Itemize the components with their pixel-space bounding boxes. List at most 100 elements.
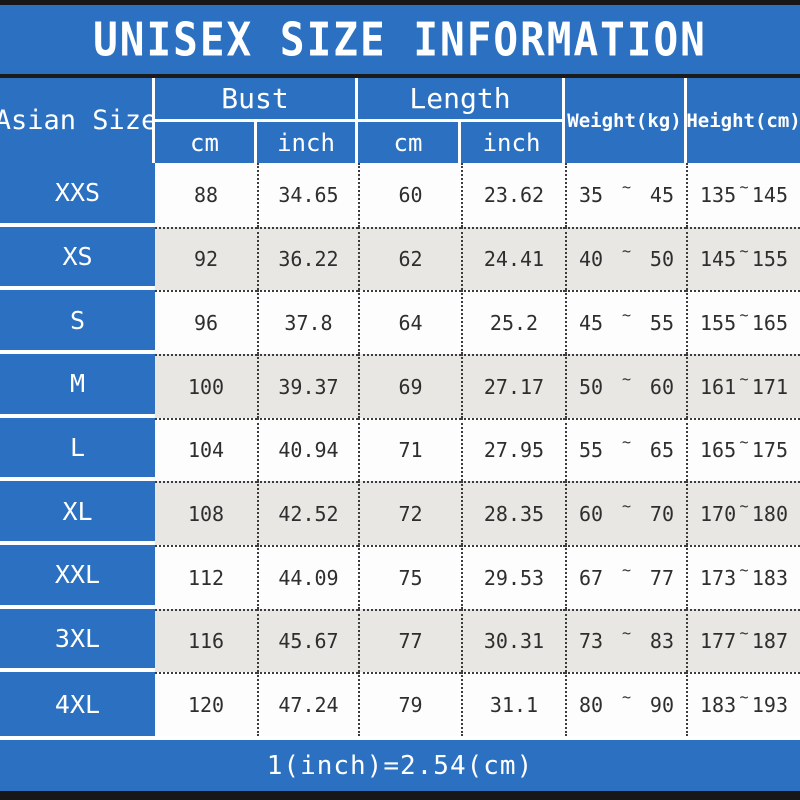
length-inch-cell: 27.95 bbox=[461, 417, 565, 482]
length-inch-cell: 27.17 bbox=[461, 354, 565, 418]
length-inch-cell: 24.41 bbox=[461, 226, 565, 291]
tilde-separator: ~ bbox=[739, 560, 749, 579]
table-row: 3XL 116 45.67 77 30.31 73 ~83 177 ~187 bbox=[0, 608, 800, 673]
height-range-cell-min: 161 bbox=[700, 374, 737, 399]
size-label: XS bbox=[0, 226, 155, 291]
tilde-separator: ~ bbox=[739, 624, 749, 643]
table-body: XXS 88 34.65 60 23.62 35 ~45 135 ~145 XS 92 36.22 62… bbox=[0, 163, 800, 736]
tilde-separator: ~ bbox=[621, 624, 632, 643]
tilde-separator: ~ bbox=[739, 242, 749, 261]
length-cm-cell: 72 bbox=[358, 481, 461, 545]
bust-inch-cell: 36.22 bbox=[257, 226, 358, 291]
size-label: M bbox=[0, 354, 155, 418]
height-range-cell: 161 ~171 bbox=[686, 354, 800, 418]
height-range-cell-max: 145 bbox=[751, 182, 788, 207]
weight-range-cell-min: 50 bbox=[579, 374, 604, 399]
weight-range-cell-max: 55 bbox=[649, 311, 674, 336]
header-asian-size: Asian Size bbox=[0, 78, 157, 163]
height-range-cell-min: 170 bbox=[700, 502, 737, 527]
weight-range-cell-max: 70 bbox=[649, 502, 674, 527]
height-range-cell-min: 135 bbox=[700, 182, 737, 207]
weight-range-cell-max: 83 bbox=[649, 629, 674, 654]
length-inch-cell: 25.2 bbox=[461, 290, 565, 354]
height-range-cell-min: 145 bbox=[700, 247, 737, 272]
height-range-cell: 170 ~180 bbox=[686, 481, 800, 545]
tilde-separator: ~ bbox=[621, 369, 632, 388]
height-range-cell-max: 171 bbox=[751, 374, 788, 399]
length-inch-cell: 31.1 bbox=[461, 672, 565, 736]
table-row: XS 92 36.22 62 24.41 40 ~50 145 ~155 bbox=[0, 226, 800, 291]
tilde-separator: ~ bbox=[621, 433, 632, 452]
length-inch-cell: 23.62 bbox=[461, 163, 565, 227]
tilde-separator: ~ bbox=[621, 688, 632, 707]
weight-range-cell-min: 45 bbox=[579, 311, 604, 336]
height-range-cell-min: 173 bbox=[700, 565, 737, 590]
tilde-separator: ~ bbox=[621, 177, 632, 196]
height-range-cell-max: 193 bbox=[751, 693, 788, 718]
weight-range-cell: 80 ~90 bbox=[565, 672, 686, 736]
header-length-inch: inch bbox=[461, 122, 562, 163]
height-range-cell-max: 180 bbox=[751, 502, 788, 527]
bust-cm-cell: 108 bbox=[155, 481, 257, 545]
weight-range-cell-max: 60 bbox=[649, 374, 674, 399]
size-label: XL bbox=[0, 481, 155, 545]
weight-range-cell-max: 50 bbox=[649, 247, 674, 272]
bust-inch-cell: 42.52 bbox=[257, 481, 358, 545]
header-bust: Bust bbox=[155, 78, 355, 119]
height-range-cell-min: 177 bbox=[700, 629, 737, 654]
length-cm-cell: 71 bbox=[358, 417, 461, 482]
bust-cm-cell: 92 bbox=[155, 226, 257, 291]
header-weight: Weight(kg) bbox=[565, 78, 684, 163]
page-title: UNISEX SIZE INFORMATION bbox=[93, 12, 707, 67]
tilde-separator: ~ bbox=[621, 242, 632, 261]
bust-inch-cell: 40.94 bbox=[257, 417, 358, 482]
height-range-cell-min: 165 bbox=[700, 438, 737, 463]
length-cm-cell: 79 bbox=[358, 672, 461, 736]
height-range-cell: 145 ~155 bbox=[686, 226, 800, 291]
length-inch-cell: 28.35 bbox=[461, 481, 565, 545]
weight-range-cell-max: 45 bbox=[649, 182, 674, 207]
height-range-cell: 135 ~145 bbox=[686, 163, 800, 227]
weight-range-cell: 67 ~77 bbox=[565, 545, 686, 609]
bust-cm-cell: 100 bbox=[155, 354, 257, 418]
top-frame-bar bbox=[0, 0, 800, 5]
height-range-cell-max: 183 bbox=[751, 565, 788, 590]
table-row: L 104 40.94 71 27.95 55 ~65 165 ~175 bbox=[0, 417, 800, 482]
bust-inch-cell: 34.65 bbox=[257, 163, 358, 227]
height-range-cell: 173 ~183 bbox=[686, 545, 800, 609]
tilde-separator: ~ bbox=[621, 306, 632, 325]
title-band: UNISEX SIZE INFORMATION bbox=[0, 5, 800, 74]
bust-inch-cell: 39.37 bbox=[257, 354, 358, 418]
header-length-cm: cm bbox=[358, 122, 458, 163]
weight-range-cell: 73 ~83 bbox=[565, 608, 686, 673]
height-range-cell-max: 155 bbox=[751, 247, 788, 272]
length-cm-cell: 62 bbox=[358, 226, 461, 291]
footer-band: 1(inch)=2.54(cm) bbox=[0, 740, 800, 791]
bust-cm-cell: 116 bbox=[155, 608, 257, 673]
tilde-separator: ~ bbox=[621, 497, 632, 516]
header-length: Length bbox=[358, 78, 562, 119]
table-row: XL 108 42.52 72 28.35 60 ~70 170 ~180 bbox=[0, 481, 800, 545]
weight-range-cell: 40 ~50 bbox=[565, 226, 686, 291]
size-label: 4XL bbox=[0, 672, 155, 736]
weight-range-cell-max: 65 bbox=[649, 438, 674, 463]
length-cm-cell: 60 bbox=[358, 163, 461, 227]
bust-cm-cell: 120 bbox=[155, 672, 257, 736]
weight-range-cell-max: 77 bbox=[649, 565, 674, 590]
conversion-note: 1(inch)=2.54(cm) bbox=[266, 750, 534, 781]
size-label: XXL bbox=[0, 545, 155, 609]
tilde-separator: ~ bbox=[739, 306, 749, 325]
size-label: XXS bbox=[0, 163, 155, 227]
tilde-separator: ~ bbox=[739, 177, 749, 196]
bottom-frame-bar bbox=[0, 791, 800, 800]
weight-range-cell: 60 ~70 bbox=[565, 481, 686, 545]
table-row: S 96 37.8 64 25.2 45 ~55 155 ~165 bbox=[0, 290, 800, 354]
length-inch-cell: 30.31 bbox=[461, 608, 565, 673]
length-inch-cell: 29.53 bbox=[461, 545, 565, 609]
weight-range-cell: 55 ~65 bbox=[565, 417, 686, 482]
weight-range-cell-min: 35 bbox=[579, 182, 604, 207]
tilde-separator: ~ bbox=[739, 369, 749, 388]
tilde-separator: ~ bbox=[739, 433, 749, 452]
height-range-cell-max: 165 bbox=[751, 311, 788, 336]
